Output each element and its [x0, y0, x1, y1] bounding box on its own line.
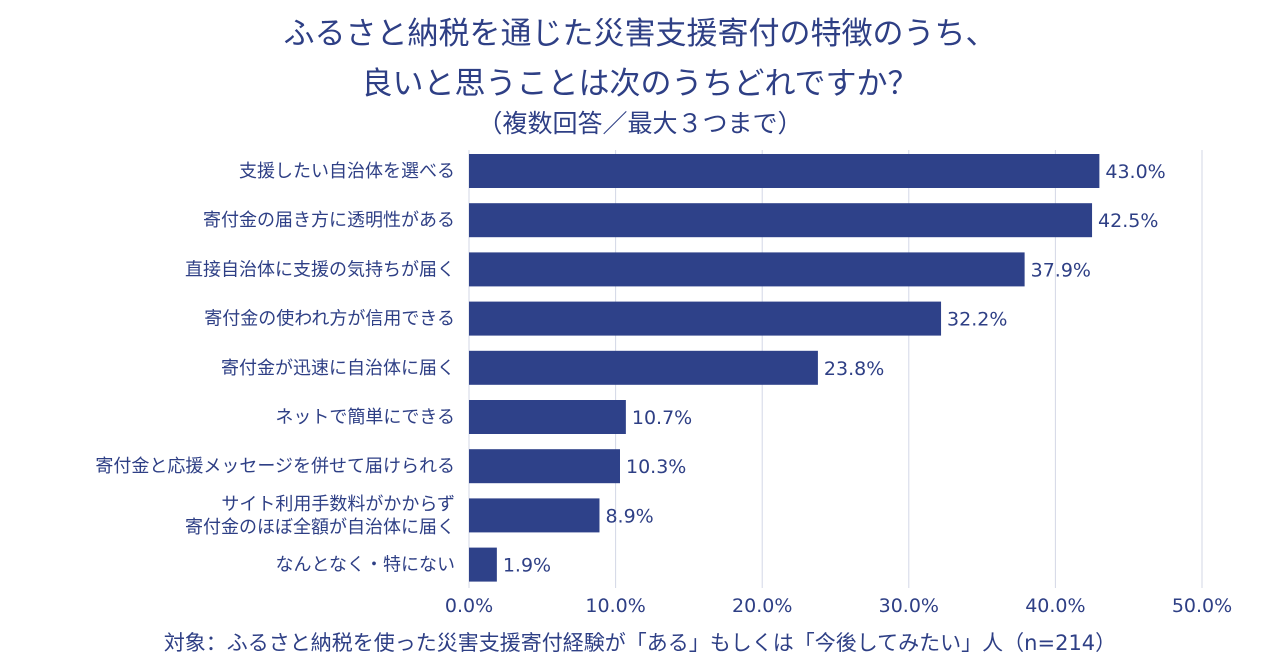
bar-value-label: 42.5%	[1098, 210, 1158, 232]
bar-value-label: 8.9%	[605, 505, 653, 527]
bar	[469, 154, 1100, 188]
chart-footnote: 対象：ふるさと納税を使った災害支援寄付経験が「ある」もしくは「今後してみたい」人…	[163, 631, 1117, 655]
category-label: なんとなく・特にない	[276, 555, 455, 576]
bar-value-label: 32.2%	[947, 309, 1007, 331]
x-tick-label: 50.0%	[1172, 595, 1232, 617]
x-tick-label: 30.0%	[879, 595, 939, 617]
bar	[469, 498, 600, 533]
category-label: 寄付金が迅速に自治体に届く	[221, 358, 455, 379]
x-tick-label: 0.0%	[445, 595, 493, 617]
x-tick-label: 20.0%	[732, 595, 792, 617]
bar	[469, 547, 497, 582]
bar-value-label: 1.9%	[503, 555, 551, 577]
category-label: サイト利用手数料がかからず	[221, 494, 455, 515]
bar	[469, 400, 626, 434]
bar-value-label: 23.8%	[824, 358, 884, 380]
bar	[469, 449, 620, 484]
category-label: 寄付金の届き方に透明性がある	[203, 210, 455, 231]
category-label: 寄付金の使われ方が信用できる	[204, 309, 455, 330]
bar-value-label: 10.7%	[632, 407, 692, 429]
chart-title-line-2: 良いと思うことは次のうちどれですか？	[361, 66, 919, 102]
category-label: 寄付金のほぼ全額が自治体に届く	[185, 517, 455, 538]
bar	[469, 252, 1025, 287]
bar-value-label: 10.3%	[626, 456, 686, 478]
bar	[469, 203, 1093, 238]
x-tick-label: 40.0%	[1025, 595, 1085, 617]
category-label: ネットで簡単にできる	[275, 407, 455, 428]
bar-value-label: 37.9%	[1031, 259, 1091, 281]
x-tick-label: 10.0%	[585, 595, 645, 617]
category-label: 寄付金と応援メッセージを併せて届けられる	[95, 456, 455, 477]
chart-subtitle: （複数回答／最大３つまで）	[477, 109, 803, 138]
bar	[469, 350, 818, 385]
bar	[469, 301, 942, 336]
category-label: 直接自治体に支援の気持ちが届く	[185, 259, 455, 280]
chart-title-line-1: ふるさと納税を通じた災害支援寄付の特徴のうち、	[283, 16, 997, 52]
bar-value-label: 43.0%	[1105, 161, 1165, 183]
category-label: 支援したい自治体を選べる	[239, 161, 455, 182]
